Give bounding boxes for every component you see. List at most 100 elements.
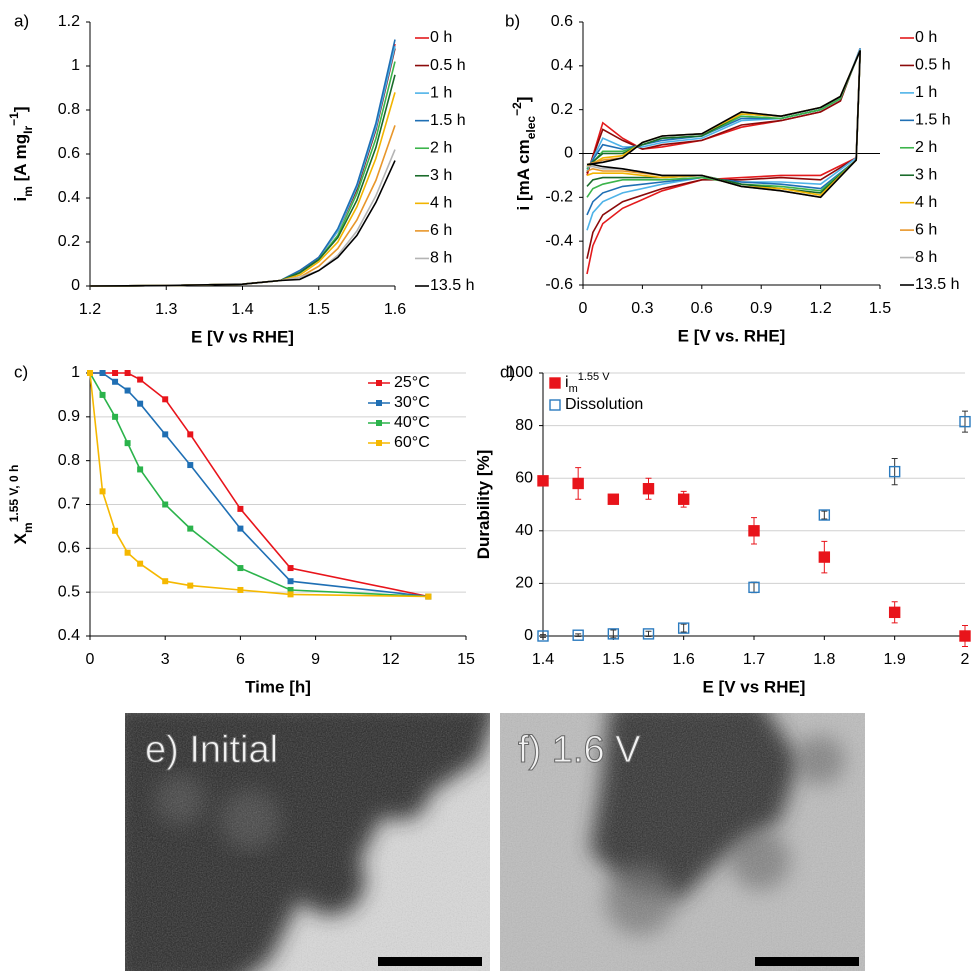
x-axis-label: Time [h]: [245, 677, 311, 696]
point: [237, 565, 244, 572]
error-bar: [821, 510, 828, 520]
point: [137, 560, 144, 567]
point: [187, 582, 194, 589]
legend-label: 0 h: [915, 29, 937, 46]
point: [137, 400, 144, 407]
series-line: [89, 74, 396, 287]
point: [124, 387, 131, 394]
legend-label: 13.5 h: [915, 276, 959, 293]
panel-label: c): [14, 362, 28, 381]
series-line: [586, 50, 861, 199]
legend-label: 3 h: [430, 167, 452, 184]
text-part: X: [11, 532, 30, 544]
image-label: f) 1.6 V: [518, 729, 641, 771]
point: [425, 593, 432, 600]
x-tick-label: 0: [86, 651, 95, 668]
error-bar: [575, 633, 582, 638]
y-tick-label: 40: [515, 522, 533, 539]
text-part: −1: [7, 112, 21, 126]
point: [162, 578, 169, 585]
point: [959, 415, 971, 428]
legend-label: 2 h: [430, 139, 452, 156]
point: [888, 465, 901, 478]
text-part: m: [21, 186, 35, 197]
x-tick-label: 1.7: [743, 651, 765, 668]
y-axis-label: im [A mgIr−1]: [7, 106, 35, 201]
x-tick-label: 1.2: [79, 301, 101, 318]
legend-label: 1.5 h: [915, 112, 951, 129]
y-tick-label: 0.9: [58, 408, 80, 425]
legend-label: 8 h: [915, 249, 937, 266]
point: [124, 370, 131, 376]
series-line: [586, 50, 861, 196]
point: [99, 488, 106, 495]
point: [99, 370, 106, 376]
legend-label: 0 h: [430, 29, 452, 46]
text-part: ]: [11, 106, 30, 112]
legend-marker: [376, 440, 382, 446]
series-line: [89, 61, 396, 287]
y-tick-label: 1.2: [58, 13, 80, 30]
point: [287, 578, 294, 585]
x-tick-label: 2: [961, 651, 970, 668]
point: [537, 475, 549, 487]
point: [287, 586, 294, 593]
series-line: [586, 48, 861, 231]
legend-label: 1 h: [915, 84, 937, 101]
y-axis-label: Xm1.55 V, 0 h: [7, 465, 35, 545]
panel-label: a): [14, 11, 29, 30]
point: [237, 505, 244, 512]
y-tick-label: 0.4: [58, 189, 80, 206]
tem-image-1-6v: f) 1.6 V: [500, 713, 865, 971]
y-tick-label: -0.6: [545, 276, 573, 293]
point: [748, 525, 760, 537]
text-part: i: [565, 374, 569, 391]
text-part: −2: [510, 102, 524, 116]
legend-label: 6 h: [430, 222, 452, 239]
y-axis-label: i [mA cmelec−2]: [510, 97, 538, 211]
point: [537, 630, 549, 642]
legend-marker: [549, 377, 561, 389]
legend-marker: [376, 420, 382, 426]
y-tick-label: 1: [71, 364, 80, 381]
series-line: [89, 43, 396, 287]
point: [888, 606, 901, 619]
error-bar: [962, 410, 968, 433]
point: [162, 431, 169, 438]
point: [572, 629, 584, 641]
panel-label: d): [500, 362, 515, 381]
point: [187, 525, 194, 532]
legend-marker: [549, 399, 561, 411]
x-tick-label: 1.3: [155, 301, 177, 318]
point: [112, 413, 119, 420]
y-tick-label: 0.8: [58, 452, 80, 469]
error-bar: [645, 630, 652, 638]
series-line: [89, 372, 429, 598]
point: [162, 396, 169, 403]
point: [187, 431, 194, 438]
legend-label: 6 h: [915, 221, 937, 238]
y-tick-label: 0.8: [58, 101, 80, 118]
x-tick-label: 1.4: [532, 651, 554, 668]
point: [959, 630, 971, 642]
error-bar: [891, 457, 898, 486]
legend-label: 0.5 h: [915, 57, 951, 74]
legend-label: im1.55 V: [565, 371, 610, 395]
y-tick-label: 0.4: [58, 627, 80, 644]
point: [607, 628, 620, 640]
legend-label: 4 h: [430, 195, 452, 212]
x-tick-label: 3: [161, 651, 170, 668]
y-tick-label: 60: [515, 469, 533, 486]
y-tick-label: 0.4: [551, 57, 573, 74]
legend-label: Dissolution: [565, 396, 643, 413]
x-tick-label: 15: [457, 651, 475, 668]
text-part: Dissolution: [565, 396, 643, 413]
y-tick-label: 100: [506, 364, 533, 381]
point: [818, 551, 831, 563]
series-line: [90, 372, 429, 598]
legend-label: 3 h: [915, 166, 937, 183]
point: [572, 477, 584, 490]
text-part: [A mg: [11, 134, 30, 186]
text-part: 1.55 V: [578, 371, 610, 383]
y-tick-label: -0.4: [545, 232, 573, 249]
